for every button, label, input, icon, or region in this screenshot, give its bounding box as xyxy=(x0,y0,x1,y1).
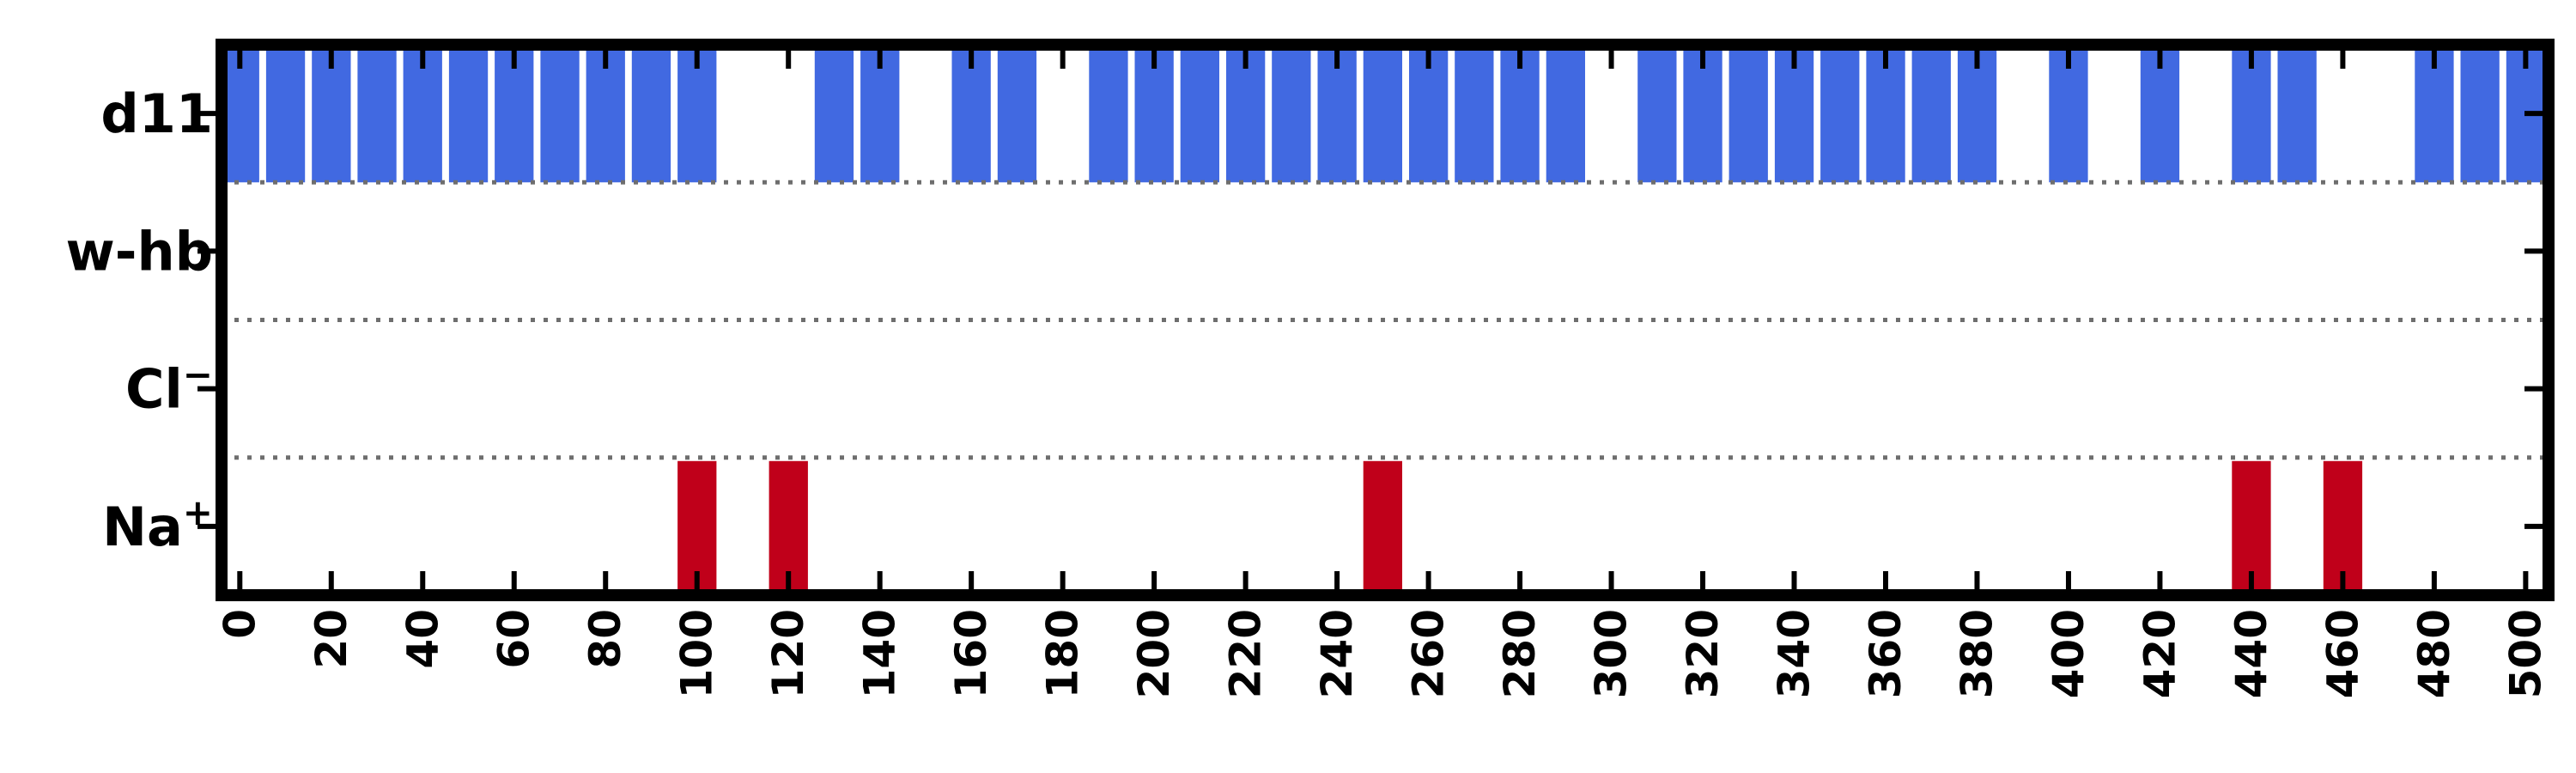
event-bar-d11-290 xyxy=(1546,48,1585,183)
x-tick-label-80: 80 xyxy=(580,609,630,669)
event-bar-d11-400 xyxy=(2049,48,2088,183)
event-bar-d11-80 xyxy=(586,48,625,183)
event-bar-d11-220 xyxy=(1226,48,1266,183)
x-tick-label-0: 0 xyxy=(215,609,264,639)
x-tick-label-40: 40 xyxy=(398,609,447,669)
x-tick-label-240: 240 xyxy=(1312,609,1362,698)
x-tick-label-60: 60 xyxy=(489,609,539,669)
plot-frame xyxy=(216,39,2555,601)
event-bar-d11-330 xyxy=(1728,48,1768,183)
x-tick-label-140: 140 xyxy=(855,609,905,698)
x-tick-label-120: 120 xyxy=(763,609,813,698)
event-bar-d11-260 xyxy=(1409,48,1449,183)
x-tick-label-400: 400 xyxy=(2044,609,2093,698)
event-bar-d11-10 xyxy=(265,48,306,183)
event-bar-d11-30 xyxy=(357,48,397,183)
y-tick-labels: d11 w-hb Cl− Na+ xyxy=(65,82,213,558)
event-bar-d11-50 xyxy=(448,48,489,183)
event-bar-d11-160 xyxy=(951,48,991,183)
event-bar-d11-340 xyxy=(1774,48,1814,183)
event-bar-d11-100 xyxy=(677,48,717,183)
event-bar-d11-0 xyxy=(222,48,259,183)
x-tick-label-340: 340 xyxy=(1770,609,1820,698)
event-bar-d11-440 xyxy=(2232,48,2271,183)
x-tick-label-20: 20 xyxy=(307,609,356,669)
event-bar-d11-270 xyxy=(1455,48,1494,183)
x-tick-label-500: 500 xyxy=(2500,609,2550,698)
x-tick-label-300: 300 xyxy=(1587,609,1637,698)
event-bar-d11-190 xyxy=(1089,48,1128,183)
x-tick-label-440: 440 xyxy=(2227,609,2276,698)
event-bar-d11-490 xyxy=(2460,48,2500,183)
y-tick-label-3: Na+ xyxy=(102,491,213,558)
event-bar-d11-60 xyxy=(495,48,534,183)
event-bar-d11-350 xyxy=(1820,48,1860,183)
event-bar-d11-20 xyxy=(312,48,351,183)
event-bar-d11-40 xyxy=(403,48,442,183)
y-tick-label-2: Cl− xyxy=(125,354,213,421)
event-bar-d11-90 xyxy=(631,48,671,183)
y-tick-label-1: w-hb xyxy=(65,220,213,283)
event-bar-d11-170 xyxy=(997,48,1037,183)
separators-layer xyxy=(222,180,2549,460)
bars-layer xyxy=(222,48,2546,596)
event-bar-d11-240 xyxy=(1317,48,1357,183)
x-tick-label-380: 380 xyxy=(1953,609,2002,698)
x-tick-label-320: 320 xyxy=(1678,609,1728,698)
event-bar-d11-250 xyxy=(1363,48,1402,183)
event-bar-d11-370 xyxy=(1911,48,1951,183)
event-bar-d11-420 xyxy=(2140,48,2180,183)
event-bar-d11-70 xyxy=(540,48,580,183)
x-tick-label-220: 220 xyxy=(1221,609,1271,698)
event-bar-d11-360 xyxy=(1866,48,1905,183)
x-tick-label-480: 480 xyxy=(2409,609,2459,698)
event-bar-d11-230 xyxy=(1272,48,1311,183)
x-tick-label-420: 420 xyxy=(2135,609,2184,698)
x-tick-label-180: 180 xyxy=(1038,609,1088,698)
x-tick-label-260: 260 xyxy=(1404,609,1454,698)
event-bar-na-250 xyxy=(1363,460,1402,596)
x-tick-label-100: 100 xyxy=(672,609,722,698)
event-bar-d11-310 xyxy=(1637,48,1677,183)
event-bar-d11-210 xyxy=(1180,48,1219,183)
x-tick-label-280: 280 xyxy=(1495,609,1545,698)
x-tick-label-460: 460 xyxy=(2318,609,2367,698)
event-bar-d11-130 xyxy=(814,48,854,183)
event-bar-d11-380 xyxy=(1957,48,1997,183)
y-tick-label-0: d11 xyxy=(100,82,213,145)
x-tick-label-160: 160 xyxy=(946,609,996,698)
x-tick-label-360: 360 xyxy=(1861,609,1911,698)
event-bar-d11-450 xyxy=(2277,48,2317,183)
event-bar-d11-320 xyxy=(1683,48,1722,183)
event-bar-d11-140 xyxy=(860,48,900,183)
x-tick-labels: 0 20 40 60 80 100 120 140 160 180 200 220 240 260 280 3… xyxy=(215,609,2550,698)
event-bar-d11-200 xyxy=(1134,48,1174,183)
event-bar-d11-480 xyxy=(2415,48,2454,183)
x-tick-label-200: 200 xyxy=(1129,609,1179,698)
event-bar-d11-280 xyxy=(1500,48,1540,183)
